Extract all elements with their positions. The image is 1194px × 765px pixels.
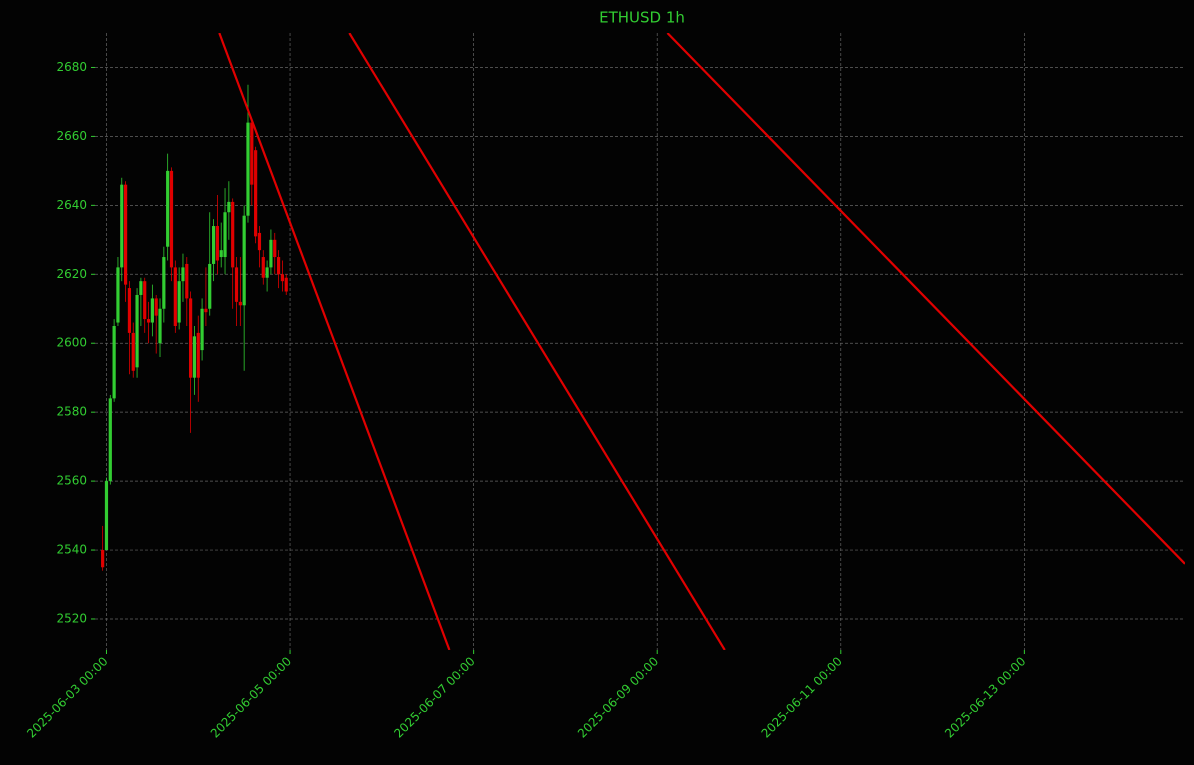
candle-body [116, 267, 120, 323]
candle-body [261, 257, 265, 278]
candle-body [231, 201, 235, 268]
candle-body [273, 239, 277, 258]
candle-body [101, 550, 105, 568]
candle-body [215, 226, 219, 261]
candle-body [208, 263, 212, 309]
trend-line [218, 33, 451, 650]
candle-body [204, 308, 208, 313]
candle-body [166, 170, 170, 247]
candle-body [284, 277, 288, 292]
candle-body [135, 294, 139, 368]
candle-body [269, 239, 273, 268]
candle-body [185, 263, 189, 299]
candle-body [127, 288, 132, 333]
candle-body [177, 281, 181, 323]
candle-body [162, 257, 166, 309]
y-tick-label: 2600 [56, 336, 87, 350]
candle-body [158, 308, 162, 344]
y-tick-label: 2660 [56, 129, 87, 143]
chart-title: ETHUSD 1h [599, 9, 685, 27]
candle-body [234, 267, 239, 302]
candle-body [246, 122, 250, 216]
candle-body [108, 398, 112, 482]
y-tick-label: 2620 [56, 267, 87, 281]
candle-body [223, 212, 227, 258]
trend-line [666, 33, 1185, 565]
candle-body [104, 481, 109, 551]
candle-body [280, 274, 285, 282]
candle-body [146, 319, 151, 323]
trend-line [348, 33, 726, 650]
candle-body [242, 215, 246, 306]
candle-body [154, 298, 158, 316]
y-tick-label: 2680 [56, 60, 87, 74]
y-tick-label: 2560 [56, 474, 87, 488]
candle-body [169, 170, 174, 268]
candle-body [254, 150, 258, 237]
candle-body [131, 332, 135, 371]
candle-body [219, 250, 223, 258]
candle-body [181, 267, 185, 282]
candle-body [173, 267, 177, 326]
candle-body [112, 325, 116, 399]
candle-body [123, 184, 128, 285]
candle-body [143, 281, 147, 320]
candle-body [211, 226, 216, 264]
candle-body [227, 201, 231, 213]
candle-body [139, 281, 143, 295]
candle-body [238, 301, 242, 306]
y-tick-label: 2640 [56, 198, 87, 212]
y-tick-label: 2540 [56, 543, 87, 557]
candle-body [150, 298, 154, 323]
candle-body [200, 308, 204, 351]
candle-body [276, 257, 281, 275]
candle-body [250, 122, 254, 185]
candle-body [120, 184, 124, 268]
y-tick-label: 2580 [56, 405, 87, 419]
y-tick-label: 2520 [56, 611, 87, 625]
candle-body [192, 336, 197, 378]
candle-body [196, 332, 200, 378]
candle-body [257, 232, 262, 251]
candle-body [265, 267, 269, 278]
candle-body [189, 298, 193, 378]
